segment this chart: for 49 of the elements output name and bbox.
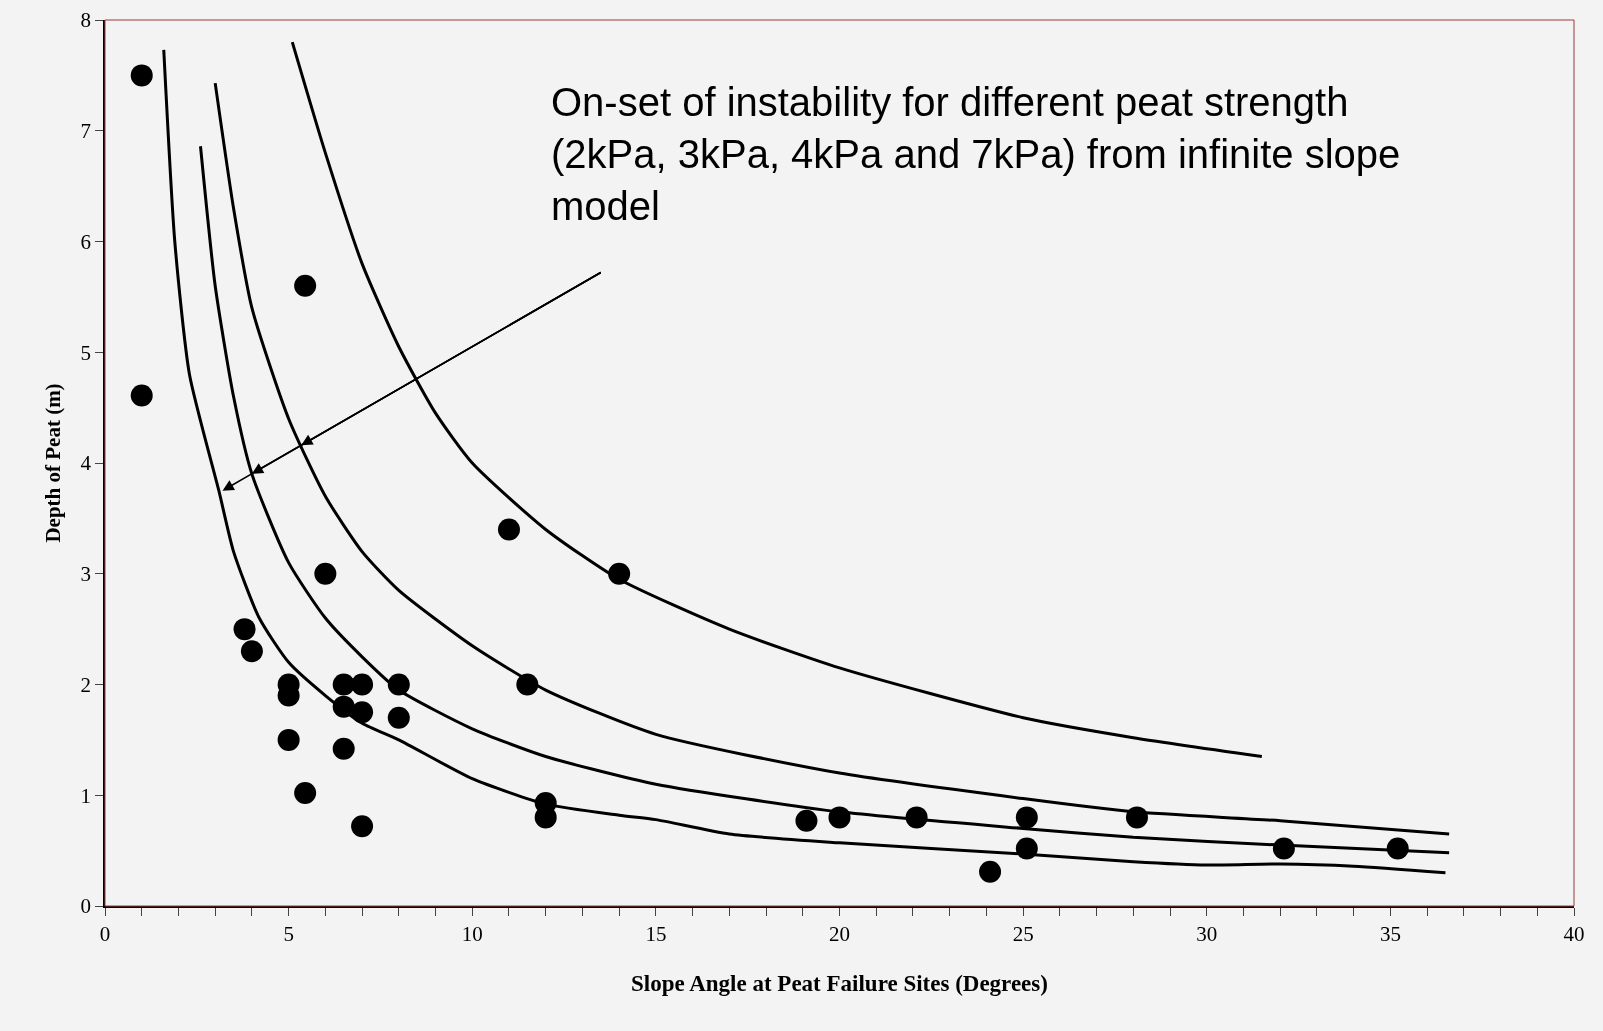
point: [233, 618, 256, 641]
point: [332, 695, 355, 718]
x-tick-label: 15: [645, 921, 667, 946]
point: [351, 701, 374, 724]
point: [1015, 806, 1038, 829]
point: [1386, 837, 1409, 860]
y-tick-label: 3: [80, 562, 92, 587]
point: [387, 673, 410, 696]
point: [294, 782, 317, 805]
point: [387, 706, 410, 729]
point: [130, 64, 153, 87]
y-tick-label: 6: [80, 229, 92, 254]
y-tick-label: 0: [80, 894, 92, 919]
point: [1272, 837, 1295, 860]
point: [1125, 806, 1148, 829]
point: [905, 806, 928, 829]
point: [314, 562, 337, 585]
point: [294, 274, 317, 297]
x-tick-label: 25: [1012, 921, 1034, 946]
x-tick-label: 30: [1196, 921, 1218, 946]
point: [828, 806, 851, 829]
point: [332, 673, 355, 696]
y-axis-title: Depth of Peat (m): [41, 383, 66, 543]
annotation: On-set of instability for different peat strength (2kPa, 3kPa, 4kPa and 7kPa) from infinite slope model: [551, 80, 1401, 228]
point: [497, 518, 520, 541]
y-tick-label: 8: [80, 8, 92, 33]
point: [351, 815, 374, 838]
point: [277, 728, 300, 751]
point: [516, 673, 539, 696]
point: [240, 640, 263, 663]
x-axis-title: Slope Angle at Peat Failure Sites (Degrees): [631, 971, 1048, 997]
point: [351, 673, 374, 696]
x-tick-label: 20: [829, 921, 850, 946]
point: [795, 809, 818, 832]
x-tick-label: 40: [1563, 921, 1585, 946]
x-tick-label: 35: [1379, 921, 1401, 946]
x-tick-label: 5: [283, 921, 294, 946]
point: [332, 737, 355, 760]
point: [608, 562, 631, 585]
x-tick-label: 0: [99, 921, 111, 946]
point: [979, 860, 1002, 883]
y-tick-label: 7: [80, 119, 92, 144]
point: [130, 384, 153, 407]
y-tick-label: 5: [80, 340, 92, 365]
y-tick-label: 4: [80, 451, 92, 476]
y-tick-label: 2: [80, 672, 92, 697]
point: [1015, 837, 1038, 860]
x-tick-label: 10: [461, 921, 483, 946]
y-tick-label: 1: [80, 783, 92, 808]
